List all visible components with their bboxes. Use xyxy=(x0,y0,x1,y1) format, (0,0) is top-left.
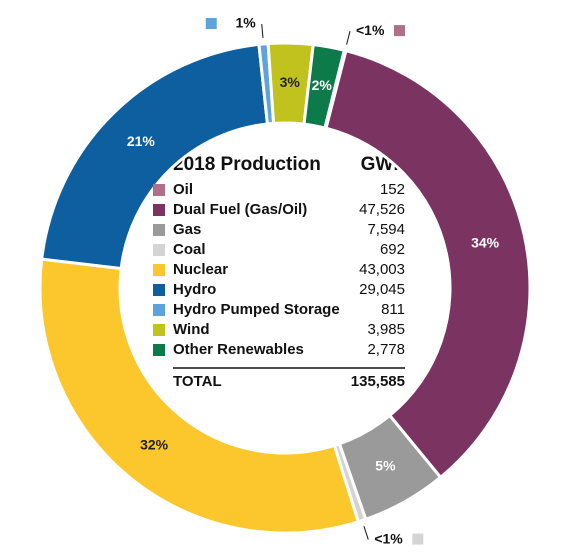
legend-swatch xyxy=(153,204,165,216)
total-label: TOTAL xyxy=(173,373,222,390)
donut-slice xyxy=(302,42,347,130)
percent-label: 21% xyxy=(127,133,156,149)
leader-line xyxy=(363,526,369,540)
category-label: Gas xyxy=(173,221,201,238)
total-value: 135,585 xyxy=(351,373,405,390)
percent-label: 5% xyxy=(375,457,396,473)
donut-slice xyxy=(38,257,361,535)
category-label: Dual Fuel (Gas/Oil) xyxy=(173,201,307,218)
value-label: 2,778 xyxy=(367,341,405,358)
legend-swatch xyxy=(153,344,165,356)
legend-swatch xyxy=(412,533,424,545)
legend-swatch xyxy=(153,324,165,336)
legend-swatch xyxy=(153,304,165,316)
percent-label: 32% xyxy=(140,436,169,452)
percent-label: 34% xyxy=(471,234,500,250)
value-label: 7,594 xyxy=(367,221,405,238)
category-label: Coal xyxy=(173,241,206,258)
leader-line xyxy=(261,23,264,39)
category-label: Wind xyxy=(173,321,210,338)
legend-swatch xyxy=(205,18,217,30)
table-title: 2018 Production xyxy=(173,154,321,175)
legend-swatch xyxy=(394,25,406,37)
percent-label: <1% xyxy=(374,530,403,546)
legend-swatch xyxy=(153,284,165,296)
value-label: 3,985 xyxy=(367,321,405,338)
donut-slice xyxy=(324,48,532,480)
legend-swatch xyxy=(153,224,165,236)
legend-swatch xyxy=(153,184,165,196)
donut-slice xyxy=(40,42,270,271)
percent-label: <1% xyxy=(356,22,385,38)
legend-swatch xyxy=(153,264,165,276)
leader-line xyxy=(346,30,351,45)
percent-label: 1% xyxy=(236,15,257,31)
category-label: Other Renewables xyxy=(173,341,304,358)
percent-label: 3% xyxy=(280,74,301,90)
value-label: 43,003 xyxy=(359,261,405,278)
value-label: 47,526 xyxy=(359,201,405,218)
value-label: 692 xyxy=(380,241,405,258)
legend-swatch xyxy=(153,244,165,256)
percent-label: 2% xyxy=(312,77,333,93)
category-label: Hydro Pumped Storage xyxy=(173,301,340,318)
value-label: 152 xyxy=(380,181,405,198)
category-label: Oil xyxy=(173,181,193,198)
category-label: Hydro xyxy=(173,281,216,298)
value-label: 811 xyxy=(381,301,405,318)
value-label: 29,045 xyxy=(359,281,405,298)
category-label: Nuclear xyxy=(173,261,228,278)
